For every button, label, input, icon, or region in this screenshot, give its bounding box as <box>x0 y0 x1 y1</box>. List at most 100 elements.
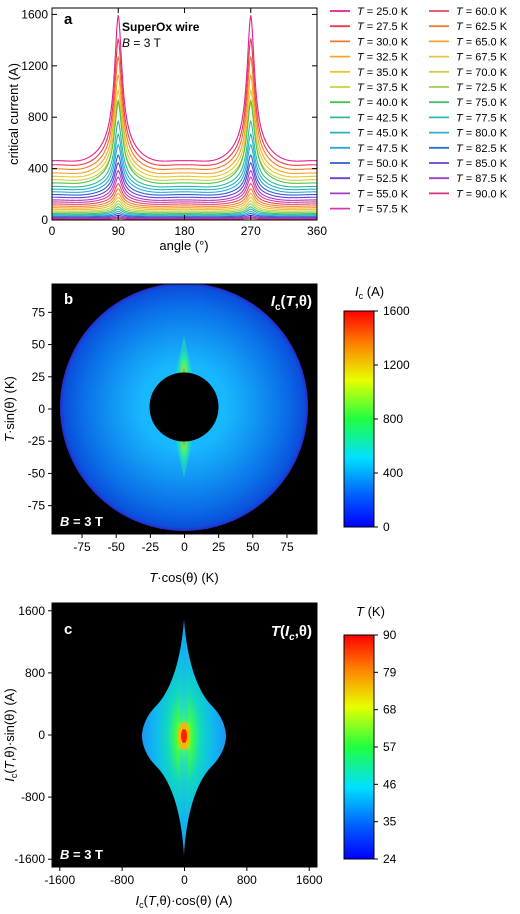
colorbar-tick-label: 24 <box>383 852 397 866</box>
series-line-20 <box>52 206 317 215</box>
legend-entry-21: T = 77.5 K <box>456 112 508 124</box>
series-line-6 <box>52 98 317 184</box>
panel-c: -1600 -800 0 800 1600 -1600 -800 0 800 1600 c T(I… <box>2 602 397 910</box>
colorbar-tick-label: 68 <box>383 703 397 717</box>
panel-b-inner-hole <box>149 372 219 442</box>
series-line-18 <box>52 200 317 212</box>
x-tick-label: -50 <box>108 540 126 554</box>
panel-c-colorbar-ticks: 24 35 46 57 68 79 90 <box>374 628 397 866</box>
panel-b-glow-top <box>176 336 192 380</box>
series-line-12 <box>52 169 317 201</box>
panel-a-label: a <box>64 11 73 28</box>
y-tick-label: 25 <box>32 370 46 384</box>
y-tick-label: 0 <box>38 402 45 416</box>
series-line-15 <box>52 188 317 207</box>
legend-entry-19: T = 72.5 K <box>456 82 508 94</box>
series-line-9 <box>52 143 317 193</box>
legend-entry-17: T = 67.5 K <box>456 52 508 64</box>
x-tick-label: 0 <box>181 540 188 554</box>
series-line-8 <box>52 132 317 191</box>
panel-c-core-hot <box>181 729 187 743</box>
panel-a-legend: T = 25.0 K T = 27.5 K T = 30.0 K T = 32.5 K… <box>330 6 508 216</box>
y-tick-label: -50 <box>28 466 46 480</box>
x-tick-label: -1600 <box>44 873 75 887</box>
panel-b-ylabel: T·sin(θ) (K) <box>2 376 17 442</box>
panel-a-annotation-field: B = 3 T <box>122 36 161 50</box>
series-line-13 <box>52 176 317 203</box>
x-tick-label: -75 <box>73 540 91 554</box>
legend-entry-26: T = 90.0 K <box>456 188 508 200</box>
panel-c-label: c <box>64 621 72 638</box>
y-tick-label: -1600 <box>14 852 45 866</box>
colorbar-tick-label: 90 <box>383 628 397 642</box>
series-line-7 <box>52 119 317 188</box>
legend-entry-10: T = 50.0 K <box>357 158 409 170</box>
x-tick-label: 800 <box>237 873 257 887</box>
panel-a-ticks: 0 90 180 270 360 0 400 800 1200 1600 <box>21 7 327 238</box>
series-line-10 <box>52 153 317 196</box>
panel-c-map-title: T(Ic,θ) <box>271 623 312 643</box>
panel-b-map-title: Ic(T,θ) <box>271 293 312 313</box>
legend-entry-4: T = 35.0 K <box>357 67 409 79</box>
legend-entry-8: T = 45.0 K <box>357 128 409 140</box>
panel-c-colorbar-title: T (K) <box>356 604 385 619</box>
panel-b-annotation-field: B = 3 T <box>60 514 103 529</box>
series-line-2 <box>52 56 317 170</box>
legend-entry-7: T = 42.5 K <box>357 112 409 124</box>
legend-entry-9: T = 47.5 K <box>357 143 409 155</box>
legend-entry-2: T = 30.0 K <box>357 36 409 48</box>
x-tick-label: 90 <box>112 224 126 238</box>
x-tick-label: 360 <box>307 224 327 238</box>
colorbar-tick-label: 79 <box>383 665 397 679</box>
y-tick-label: 0 <box>38 728 45 742</box>
series-line-0 <box>52 15 317 162</box>
colorbar-tick-label: 800 <box>383 412 403 426</box>
colorbar-tick-label: 1600 <box>383 304 410 318</box>
y-tick-label: -800 <box>21 790 45 804</box>
legend-entry-1: T = 27.5 K <box>357 21 409 33</box>
y-tick-label: -25 <box>28 434 46 448</box>
x-tick-label: -25 <box>142 540 160 554</box>
panel-a-curves <box>52 15 317 220</box>
colorbar-tick-label: 0 <box>383 520 390 534</box>
legend-entry-18: T = 70.0 K <box>456 67 508 79</box>
panel-a-xlabel: angle (°) <box>159 238 208 253</box>
y-tick-label: 800 <box>25 666 45 680</box>
x-tick-label: 25 <box>212 540 226 554</box>
legend-entry-16: T = 65.0 K <box>456 36 508 48</box>
legend-entry-25: T = 87.5 K <box>456 173 508 185</box>
legend-entry-0: T = 25.0 K <box>357 6 409 18</box>
panel-b-colorbar-title: Ic (A) <box>355 284 384 301</box>
panel-c-ylabel: Ic(T,θ)·sin(θ) (A) <box>2 688 19 781</box>
legend-entry-20: T = 75.0 K <box>456 97 508 109</box>
panel-c-xlabel: Ic(T,θ)·cos(θ) (A) <box>136 893 233 910</box>
series-line-11 <box>52 161 317 199</box>
colorbar-tick-label: 400 <box>383 466 403 480</box>
panel-b-xlabel: T·cos(θ) (K) <box>149 570 218 585</box>
colorbar-tick-label: 1200 <box>383 358 410 372</box>
series-line-3 <box>52 74 317 175</box>
x-tick-label: -800 <box>110 873 134 887</box>
x-tick-label: 1600 <box>296 873 323 887</box>
legend-entry-22: T = 80.0 K <box>456 128 508 140</box>
legend-entry-23: T = 82.5 K <box>456 143 508 155</box>
x-tick-label: 50 <box>246 540 260 554</box>
y-tick-label: 50 <box>32 338 46 352</box>
legend-entry-6: T = 40.0 K <box>357 97 409 109</box>
series-line-16 <box>52 192 317 209</box>
panel-c-colorbar <box>343 634 375 860</box>
x-tick-label: 180 <box>174 224 194 238</box>
panel-b-glow-bottom <box>176 434 192 478</box>
panel-b-colorbar <box>343 310 375 528</box>
series-line-4 <box>52 88 317 178</box>
legend-entry-15: T = 62.5 K <box>456 21 508 33</box>
y-tick-label: -75 <box>28 499 46 513</box>
panel-b: -75 -50 -25 0 25 50 75 -75 -50 -25 0 25 50 75 b Ic(T,… <box>2 283 410 585</box>
y-tick-label: 75 <box>32 305 46 319</box>
legend-entry-12: T = 55.0 K <box>357 188 409 200</box>
panel-c-ticks: -1600 -800 0 800 1600 -1600 -800 0 800 1600 <box>14 604 323 887</box>
y-tick-label: 1600 <box>21 7 48 21</box>
x-tick-label: 0 <box>181 873 188 887</box>
series-line-17 <box>52 196 317 211</box>
